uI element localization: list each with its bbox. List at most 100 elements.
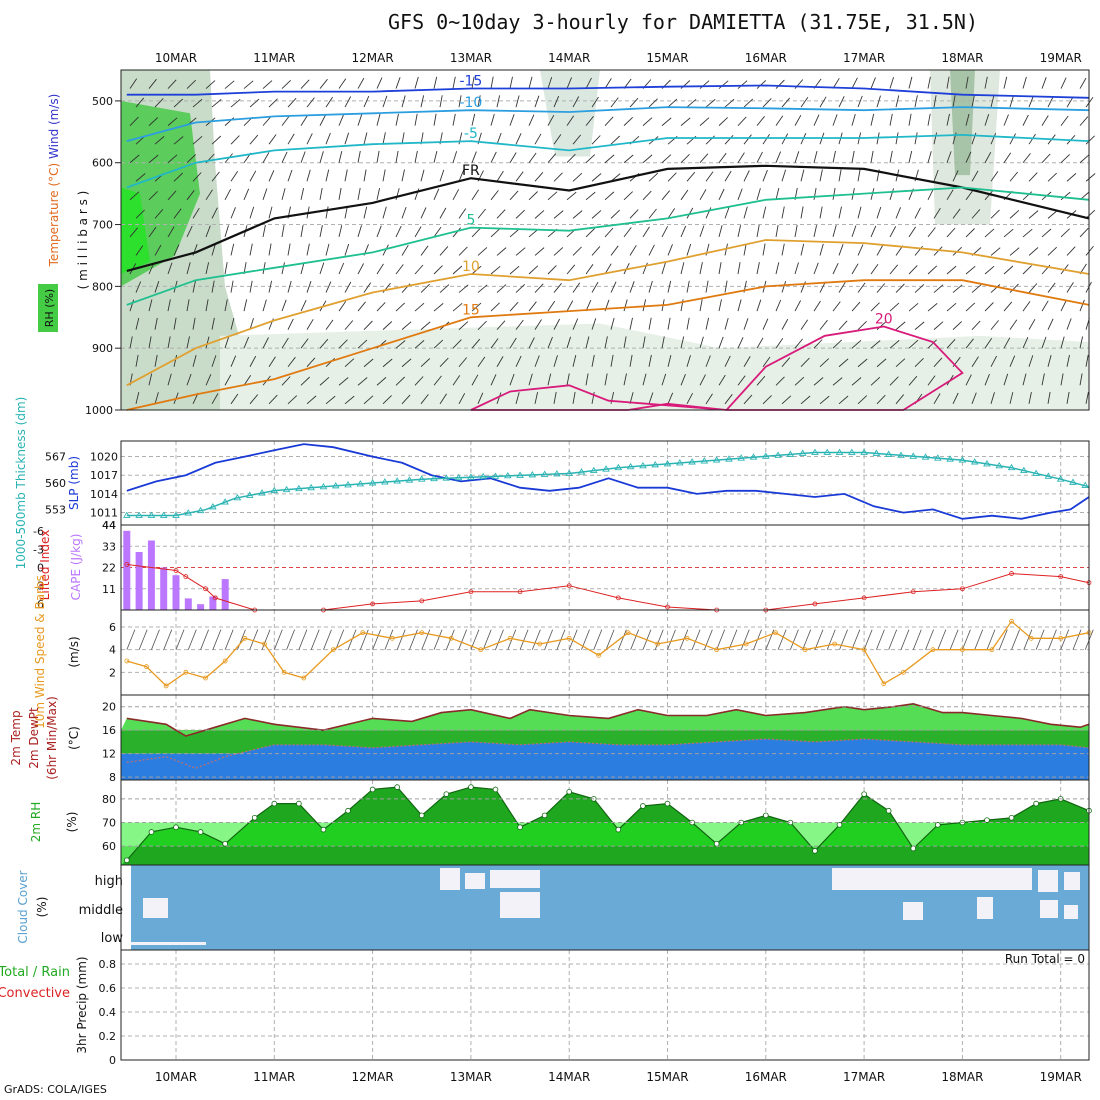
wind-barb bbox=[610, 281, 617, 293]
slp-tick-label: 1020 bbox=[90, 451, 118, 464]
wind-barb bbox=[610, 209, 621, 219]
wind-barb bbox=[135, 281, 142, 293]
rh-marker bbox=[394, 784, 400, 790]
li-marker bbox=[203, 586, 208, 592]
wind-barb bbox=[547, 300, 556, 312]
wind-barb bbox=[458, 357, 468, 368]
thickness-marker bbox=[553, 470, 561, 477]
wind-barb bbox=[471, 338, 481, 349]
wind-barb bbox=[306, 281, 312, 293]
wind-marker bbox=[360, 630, 366, 636]
wind-barb bbox=[699, 299, 703, 312]
wind-barb bbox=[952, 321, 963, 330]
wind-barb bbox=[544, 629, 553, 650]
wind-barb bbox=[1047, 354, 1052, 367]
wind-barb bbox=[300, 338, 309, 349]
thickness-marker bbox=[983, 460, 991, 467]
wind-barb bbox=[680, 117, 691, 126]
cape-tick-label: 44 bbox=[102, 519, 116, 532]
wind-barb bbox=[439, 393, 447, 405]
li-marker bbox=[812, 601, 818, 607]
wind-barb bbox=[585, 191, 596, 201]
wind-barb bbox=[167, 117, 178, 126]
wind-barb bbox=[737, 375, 746, 386]
wind-barb bbox=[344, 320, 354, 330]
wind-barb bbox=[528, 114, 535, 126]
wind-barb bbox=[395, 264, 404, 275]
dewpt-axis-label: 2m DewPt bbox=[27, 707, 41, 769]
wind-barb bbox=[984, 302, 994, 312]
wind-barb bbox=[986, 629, 996, 650]
rh-tick-label: 70 bbox=[102, 817, 116, 830]
wind-barb bbox=[1060, 77, 1067, 89]
wind-barb bbox=[1009, 171, 1019, 182]
wind-barb bbox=[1022, 76, 1027, 89]
wind-barb bbox=[273, 629, 283, 650]
thickness-marker bbox=[970, 458, 979, 465]
wind-barb bbox=[509, 301, 519, 312]
wind-barb bbox=[482, 629, 492, 650]
wind-barb bbox=[243, 375, 252, 386]
wind-barb bbox=[281, 79, 292, 89]
pressure-axis-label: ( m i l l i b a r s ) bbox=[76, 191, 90, 290]
li-marker bbox=[566, 583, 572, 589]
wind-barb bbox=[421, 629, 431, 650]
wind-barb bbox=[300, 115, 308, 126]
thickness-marker bbox=[1032, 469, 1040, 476]
wind-barb bbox=[414, 376, 424, 386]
wind-unit-label: (m/s) bbox=[67, 636, 81, 667]
wind-barb bbox=[775, 299, 782, 312]
wind-barb bbox=[990, 247, 1001, 256]
wind-barb bbox=[838, 206, 842, 219]
wind-barb bbox=[1022, 301, 1031, 312]
wind-barb bbox=[914, 132, 918, 145]
wind-barb bbox=[420, 245, 429, 256]
wind-barb bbox=[230, 171, 239, 182]
rh-marker bbox=[935, 822, 941, 828]
date-label-top: 14MAR bbox=[548, 51, 590, 65]
wind-barb bbox=[281, 337, 289, 349]
wind-barb bbox=[534, 355, 540, 367]
wind-barb bbox=[129, 336, 133, 349]
wind-barb bbox=[965, 151, 972, 163]
wind-barb bbox=[642, 154, 653, 164]
wind-barb bbox=[395, 225, 402, 238]
wind-barb bbox=[262, 188, 268, 200]
wind-barb bbox=[325, 206, 329, 219]
wind-barb bbox=[452, 375, 461, 386]
wind-barb bbox=[667, 317, 671, 330]
wind-barb bbox=[572, 172, 583, 182]
wind-barb bbox=[680, 262, 685, 275]
thickness-marker bbox=[233, 493, 242, 501]
wind-barb bbox=[433, 150, 438, 163]
wind-barb bbox=[927, 76, 931, 89]
wind-barb bbox=[990, 95, 995, 108]
wind-barb bbox=[705, 171, 714, 182]
thickness-marker bbox=[835, 448, 844, 455]
wind-barb bbox=[870, 340, 881, 349]
wind-barb bbox=[553, 247, 564, 256]
wind-barb bbox=[249, 394, 259, 405]
wind-barb bbox=[762, 243, 766, 256]
wind-barb bbox=[1085, 392, 1089, 404]
wind-barb bbox=[775, 262, 780, 275]
wind-barb bbox=[1047, 210, 1058, 219]
wind-barb bbox=[287, 318, 294, 330]
wind-barb bbox=[325, 96, 333, 108]
li-marker bbox=[468, 589, 474, 595]
rh-marker bbox=[222, 840, 228, 847]
wind-barb bbox=[572, 354, 577, 367]
wind-barb bbox=[547, 114, 555, 126]
wind-barb bbox=[1009, 133, 1016, 145]
wind-barb bbox=[585, 264, 594, 275]
wind-barb bbox=[135, 97, 145, 108]
wind-barb bbox=[648, 208, 657, 219]
wind-barb bbox=[382, 206, 387, 219]
wind-barb bbox=[262, 299, 267, 312]
cape-tick-label: 44 bbox=[102, 519, 116, 532]
wind-barb bbox=[344, 169, 348, 182]
thickness-marker bbox=[884, 450, 893, 457]
wind-barb bbox=[800, 319, 809, 330]
wind-barb bbox=[325, 169, 330, 182]
wind-barb bbox=[528, 76, 533, 89]
